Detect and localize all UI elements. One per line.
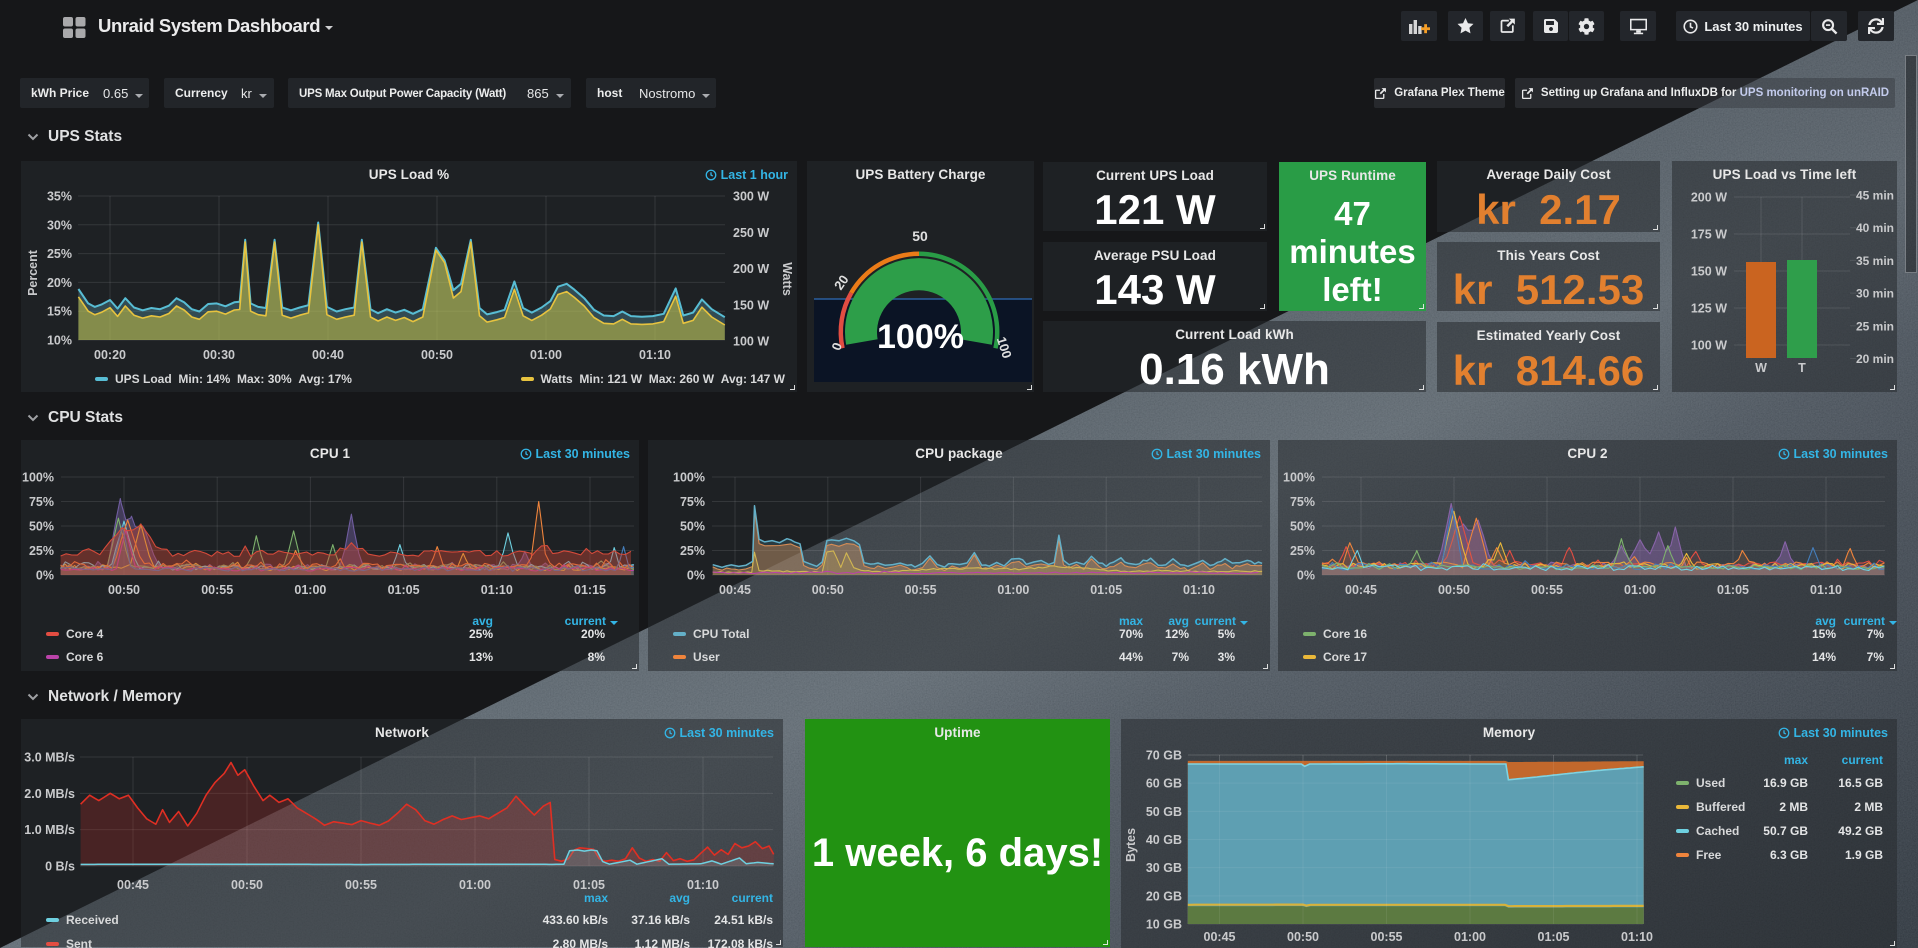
svg-text:15%: 15% — [47, 305, 72, 319]
svg-text:35%: 35% — [47, 190, 72, 204]
svg-text:0 B/s: 0 B/s — [45, 860, 75, 874]
svg-text:30 GB: 30 GB — [1146, 861, 1182, 875]
svg-text:50%: 50% — [29, 520, 54, 534]
svg-text:00:40: 00:40 — [312, 348, 344, 362]
svg-text:20: 20 — [831, 272, 852, 292]
svg-text:00:50: 00:50 — [812, 583, 844, 597]
svg-text:50: 50 — [912, 228, 928, 244]
svg-text:00:55: 00:55 — [1371, 930, 1403, 944]
svg-text:00:50: 00:50 — [108, 583, 140, 597]
svg-text:Bytes: Bytes — [1124, 828, 1138, 862]
svg-text:30 min: 30 min — [1856, 287, 1894, 301]
svg-text:40 min: 40 min — [1856, 221, 1894, 235]
svg-text:00:55: 00:55 — [905, 583, 937, 597]
svg-text:01:00: 01:00 — [997, 583, 1029, 597]
svg-text:10 GB: 10 GB — [1146, 918, 1182, 932]
svg-text:01:05: 01:05 — [1090, 583, 1122, 597]
svg-text:60 GB: 60 GB — [1146, 777, 1182, 791]
svg-text:25%: 25% — [47, 247, 72, 261]
svg-text:00:50: 00:50 — [1438, 583, 1470, 597]
svg-text:25%: 25% — [680, 544, 705, 558]
svg-text:00:55: 00:55 — [345, 878, 377, 892]
svg-text:01:00: 01:00 — [459, 878, 491, 892]
svg-text:01:10: 01:10 — [1183, 583, 1215, 597]
svg-text:T: T — [1798, 361, 1806, 375]
svg-text:100%: 100% — [1283, 471, 1315, 485]
svg-text:2.0 MB/s: 2.0 MB/s — [24, 787, 75, 801]
svg-text:Percent: Percent — [26, 249, 40, 296]
svg-text:25 min: 25 min — [1856, 319, 1894, 333]
svg-text:01:00: 01:00 — [294, 583, 326, 597]
svg-text:00:55: 00:55 — [1531, 583, 1563, 597]
svg-text:70 GB: 70 GB — [1146, 748, 1182, 762]
svg-text:W: W — [1755, 361, 1767, 375]
svg-text:0%: 0% — [36, 569, 54, 583]
svg-text:00:50: 00:50 — [1287, 930, 1319, 944]
svg-text:01:15: 01:15 — [574, 583, 606, 597]
svg-text:35 min: 35 min — [1856, 254, 1894, 268]
svg-text:100%: 100% — [673, 471, 705, 485]
svg-text:75%: 75% — [1290, 495, 1315, 509]
svg-text:50%: 50% — [680, 520, 705, 534]
svg-text:0: 0 — [828, 340, 845, 352]
svg-text:01:00: 01:00 — [530, 348, 562, 362]
svg-text:100%: 100% — [22, 471, 54, 485]
svg-text:00:45: 00:45 — [1345, 583, 1377, 597]
svg-text:01:10: 01:10 — [687, 878, 719, 892]
svg-text:25%: 25% — [29, 544, 54, 558]
svg-text:00:45: 00:45 — [1204, 930, 1236, 944]
svg-text:300 W: 300 W — [733, 190, 769, 204]
svg-text:Watts: Watts — [780, 262, 794, 296]
svg-text:01:00: 01:00 — [1454, 930, 1486, 944]
svg-text:01:05: 01:05 — [388, 583, 420, 597]
svg-text:01:05: 01:05 — [573, 878, 605, 892]
svg-text:01:05: 01:05 — [1717, 583, 1749, 597]
svg-text:50%: 50% — [1290, 520, 1315, 534]
svg-text:0%: 0% — [687, 569, 705, 583]
svg-text:1.0 MB/s: 1.0 MB/s — [24, 823, 75, 837]
svg-text:75%: 75% — [29, 495, 54, 509]
svg-text:250 W: 250 W — [733, 226, 769, 240]
svg-text:50 GB: 50 GB — [1146, 805, 1182, 819]
svg-text:01:10: 01:10 — [481, 583, 513, 597]
svg-text:00:55: 00:55 — [201, 583, 233, 597]
svg-text:20 GB: 20 GB — [1146, 889, 1182, 903]
svg-text:100: 100 — [994, 335, 1015, 360]
svg-text:30%: 30% — [47, 218, 72, 232]
svg-text:00:45: 00:45 — [117, 878, 149, 892]
svg-text:200 W: 200 W — [1691, 191, 1727, 205]
svg-text:01:05: 01:05 — [1538, 930, 1570, 944]
svg-text:40 GB: 40 GB — [1146, 833, 1182, 847]
svg-text:01:10: 01:10 — [1621, 930, 1653, 944]
svg-text:3.0 MB/s: 3.0 MB/s — [24, 751, 75, 765]
svg-text:150 W: 150 W — [733, 298, 769, 312]
svg-text:45 min: 45 min — [1856, 189, 1894, 203]
svg-text:0%: 0% — [1297, 569, 1315, 583]
svg-text:00:20: 00:20 — [94, 348, 126, 362]
svg-text:01:10: 01:10 — [1810, 583, 1842, 597]
svg-text:100 W: 100 W — [1691, 339, 1727, 353]
svg-text:150 W: 150 W — [1691, 265, 1727, 279]
svg-text:125 W: 125 W — [1691, 302, 1727, 316]
svg-text:175 W: 175 W — [1691, 228, 1727, 242]
svg-text:10%: 10% — [47, 334, 72, 348]
svg-text:75%: 75% — [680, 495, 705, 509]
svg-text:00:30: 00:30 — [203, 348, 235, 362]
svg-text:00:45: 00:45 — [719, 583, 751, 597]
svg-text:25%: 25% — [1290, 544, 1315, 558]
svg-text:20%: 20% — [47, 276, 72, 290]
svg-text:01:00: 01:00 — [1624, 583, 1656, 597]
svg-text:00:50: 00:50 — [421, 348, 453, 362]
svg-text:200 W: 200 W — [733, 262, 769, 276]
svg-text:00:50: 00:50 — [231, 878, 263, 892]
svg-text:100 W: 100 W — [733, 335, 769, 349]
svg-text:20 min: 20 min — [1856, 352, 1894, 366]
svg-text:01:10: 01:10 — [639, 348, 671, 362]
